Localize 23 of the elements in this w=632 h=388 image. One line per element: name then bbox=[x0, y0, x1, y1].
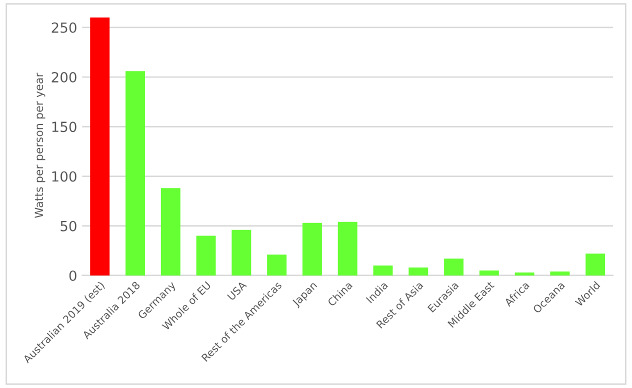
bar bbox=[586, 254, 606, 276]
y-tick-label: 150 bbox=[52, 122, 76, 132]
y-axis-title: Watts per person per year bbox=[34, 72, 46, 218]
bar bbox=[160, 188, 180, 276]
bar bbox=[196, 236, 216, 276]
bar bbox=[514, 272, 534, 276]
y-tick-label: 50 bbox=[60, 220, 76, 232]
bar bbox=[550, 272, 570, 276]
x-tick-label: USA bbox=[226, 280, 248, 301]
bar bbox=[126, 71, 145, 276]
bar bbox=[267, 254, 287, 276]
bar bbox=[373, 266, 393, 276]
bar bbox=[338, 222, 358, 276]
y-tick-label: 250 bbox=[52, 22, 76, 33]
bar bbox=[479, 270, 499, 276]
bar bbox=[302, 222, 322, 276]
bar bbox=[232, 230, 252, 276]
bar bbox=[90, 18, 110, 276]
bar bbox=[408, 268, 428, 276]
y-tick-label: 0 bbox=[69, 270, 76, 281]
y-tick-label: 200 bbox=[52, 72, 76, 83]
y-tick-label: 100 bbox=[52, 171, 76, 182]
bar bbox=[444, 258, 464, 276]
